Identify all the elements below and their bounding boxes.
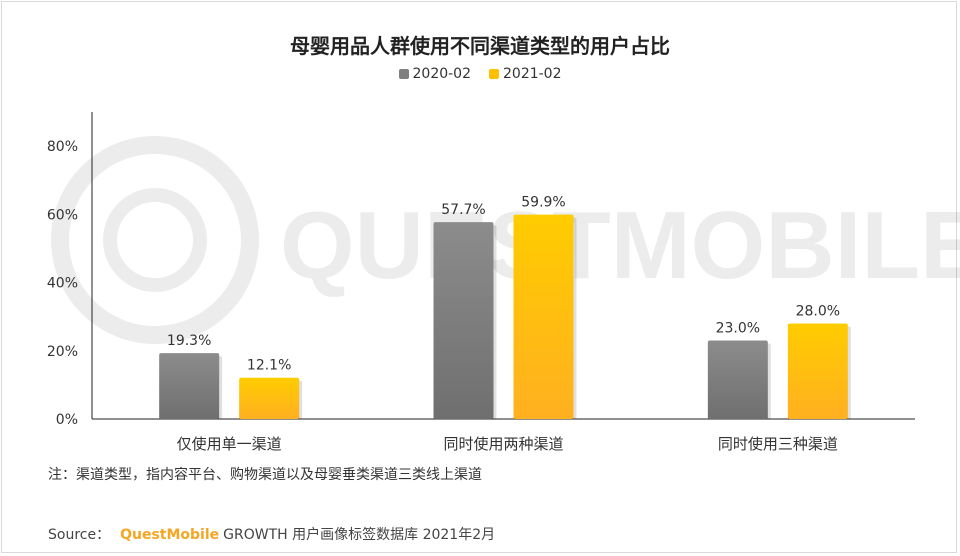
source-prefix: Source： (48, 527, 111, 543)
legend: 2020-02 2021-02 (0, 66, 960, 82)
chart-title: 母婴用品人群使用不同渠道类型的用户占比 (290, 34, 670, 58)
legend-swatch-2021 (489, 69, 499, 79)
data-label: 28.0% (796, 303, 840, 319)
data-label: 19.3% (167, 333, 211, 349)
bar-2020-02-1 (433, 222, 494, 419)
legend-item-2021: 2021-02 (489, 66, 562, 82)
source-brand: QuestMobile (120, 527, 220, 543)
bar-2021-02-0 (239, 377, 300, 419)
legend-swatch-2020 (398, 69, 409, 79)
y-tick-label: 80% (47, 139, 78, 155)
x-tick-label: 同时使用两种渠道 (443, 435, 563, 453)
legend-label-2021: 2021-02 (503, 66, 562, 82)
watermark-logo-icon (51, 136, 259, 344)
source-line: Source： QuestMobile GROWTH 用户画像标签数据库 2021年… (48, 524, 495, 544)
watermark-text: QUESTMOBILE (280, 192, 960, 299)
watermark-layer: QUESTMOBILE (51, 136, 960, 344)
bar-2020-02-2 (707, 340, 768, 419)
data-label: 12.1% (247, 358, 291, 374)
y-tick-label: 60% (47, 207, 78, 223)
x-tick-label: 同时使用三种渠道 (718, 435, 838, 453)
chart-note: 注：渠道类型，指内容平台、购物渠道以及母婴垂类渠道三类线上渠道 (48, 467, 482, 483)
y-tick-label: 40% (47, 276, 78, 292)
x-tick-label: 仅使用单一渠道 (177, 435, 282, 453)
y-tick-label: 0% (56, 412, 78, 428)
bar-2021-02-2 (787, 323, 848, 419)
bar-2021-02-1 (513, 214, 574, 419)
source-text: GROWTH 用户画像标签数据库 2021年2月 (223, 527, 496, 543)
data-label: 57.7% (441, 202, 485, 218)
legend-item-2020: 2020-02 (398, 66, 472, 82)
data-label: 59.9% (521, 195, 565, 211)
bar-2020-02-0 (159, 353, 220, 419)
y-tick-label: 20% (47, 344, 78, 360)
legend-label-2020: 2020-02 (412, 66, 472, 82)
data-label: 23.0% (716, 321, 760, 337)
